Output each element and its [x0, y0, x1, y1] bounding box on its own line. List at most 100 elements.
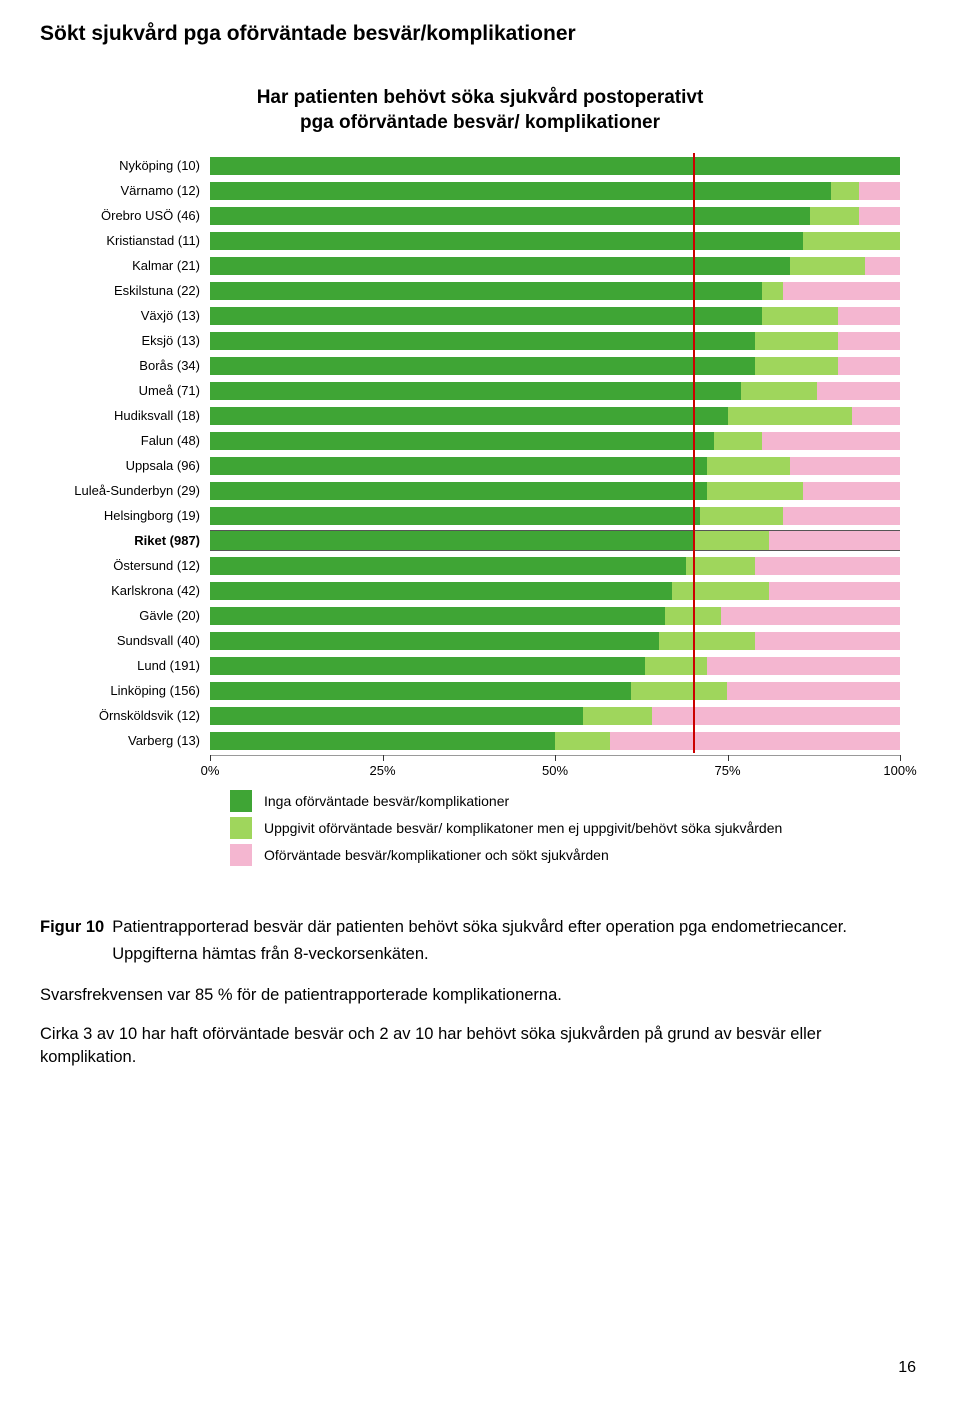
- legend-swatch: [230, 844, 252, 866]
- bar-track: [210, 382, 900, 400]
- bar-segment: [762, 307, 838, 325]
- row-label: Luleå-Sunderbyn (29): [40, 484, 200, 497]
- bar-track: [210, 682, 900, 700]
- bar-track: [210, 707, 900, 725]
- bar-segment: [783, 282, 900, 300]
- page-number: 16: [40, 1359, 920, 1377]
- chart-row: Östersund (12): [210, 553, 900, 578]
- bar-segment: [859, 182, 900, 200]
- body-para-2: Cirka 3 av 10 har haft oförväntade besvä…: [40, 1023, 920, 1069]
- chart-row: Kalmar (21): [210, 253, 900, 278]
- x-tick-label: 25%: [369, 763, 395, 778]
- legend-swatch: [230, 790, 252, 812]
- bar-track: [210, 232, 900, 250]
- bar-segment: [817, 382, 900, 400]
- chart-row: Växjö (13): [210, 303, 900, 328]
- legend-item: Inga oförväntade besvär/komplikationer: [230, 790, 920, 812]
- legend-item: Uppgivit oförväntade besvär/ komplikaton…: [230, 817, 920, 839]
- x-tick: [555, 755, 556, 761]
- x-tick-label: 50%: [542, 763, 568, 778]
- bar-segment: [790, 257, 866, 275]
- bar-segment: [210, 657, 645, 675]
- row-label: Värnamo (12): [40, 184, 200, 197]
- rows-container: Nyköping (10)Värnamo (12)Örebro USÖ (46)…: [210, 153, 900, 753]
- bar-segment: [741, 382, 817, 400]
- legend-label: Oförväntade besvär/komplikationer och sö…: [264, 847, 609, 863]
- bar-segment: [645, 657, 707, 675]
- row-label: Kalmar (21): [40, 259, 200, 272]
- bar-segment: [210, 232, 803, 250]
- legend: Inga oförväntade besvär/komplikationer Up…: [230, 790, 920, 866]
- bar-segment: [707, 482, 804, 500]
- x-tick: [728, 755, 729, 761]
- bar-track: [210, 157, 900, 175]
- bar-track: [210, 507, 900, 525]
- bar-segment: [769, 582, 900, 600]
- bar-segment: [727, 682, 900, 700]
- chart-row: Riket (987): [210, 528, 900, 553]
- legend-swatch: [230, 817, 252, 839]
- chart-row: Värnamo (12): [210, 178, 900, 203]
- chart-row: Nyköping (10): [210, 153, 900, 178]
- bar-segment: [210, 507, 700, 525]
- chart-area: Nyköping (10)Värnamo (12)Örebro USÖ (46)…: [210, 153, 900, 756]
- row-label: Varberg (13): [40, 734, 200, 747]
- bar-track: [210, 457, 900, 475]
- caption-line1: Patientrapporterad besvär där patienten …: [112, 916, 847, 939]
- bar-segment: [790, 457, 900, 475]
- chart-row: Helsingborg (19): [210, 503, 900, 528]
- chart-row: Örnsköldsvik (12): [210, 703, 900, 728]
- row-label: Falun (48): [40, 434, 200, 447]
- bar-segment: [210, 332, 755, 350]
- row-label: Sundsvall (40): [40, 634, 200, 647]
- bar-segment: [210, 382, 741, 400]
- chart-row: Eksjö (13): [210, 328, 900, 353]
- chart-row: Hudiksvall (18): [210, 403, 900, 428]
- x-tick-label: 0%: [201, 763, 220, 778]
- chart-row: Örebro USÖ (46): [210, 203, 900, 228]
- bar-track: [210, 182, 900, 200]
- row-label: Helsingborg (19): [40, 509, 200, 522]
- bar-segment: [728, 407, 852, 425]
- bar-segment: [769, 531, 900, 550]
- bar-segment: [707, 657, 900, 675]
- bar-segment: [852, 407, 900, 425]
- legend-label: Uppgivit oförväntade besvär/ komplikaton…: [264, 820, 782, 836]
- bar-track: [210, 530, 900, 551]
- body-para-1: Svarsfrekvensen var 85 % för de patientr…: [40, 984, 920, 1007]
- bar-segment: [210, 457, 707, 475]
- figure-caption: Figur 10 Patientrapporterad besvär där p…: [40, 916, 920, 970]
- bar-segment: [210, 707, 583, 725]
- bar-segment: [210, 557, 686, 575]
- bar-segment: [721, 607, 900, 625]
- bar-segment: [210, 307, 762, 325]
- bar-segment: [210, 482, 707, 500]
- row-label: Umeå (71): [40, 384, 200, 397]
- bar-track: [210, 207, 900, 225]
- bar-segment: [210, 157, 900, 175]
- bar-track: [210, 632, 900, 650]
- chart-row: Linköping (156): [210, 678, 900, 703]
- bar-segment: [210, 207, 810, 225]
- chart-title-line1: Har patienten behövt söka sjukvård posto…: [257, 87, 704, 108]
- bar-segment: [755, 357, 838, 375]
- row-label: Örnsköldsvik (12): [40, 709, 200, 722]
- bar-segment: [210, 257, 790, 275]
- row-label: Riket (987): [40, 534, 200, 547]
- bar-segment: [210, 582, 672, 600]
- row-label: Gävle (20): [40, 609, 200, 622]
- chart-row: Karlskrona (42): [210, 578, 900, 603]
- x-tick: [383, 755, 384, 761]
- page-heading: Sökt sjukvård pga oförväntade besvär/kom…: [40, 22, 920, 46]
- row-label: Nyköping (10): [40, 159, 200, 172]
- chart-row: Uppsala (96): [210, 453, 900, 478]
- bar-track: [210, 257, 900, 275]
- bar-segment: [672, 582, 769, 600]
- bar-segment: [803, 482, 900, 500]
- bar-segment: [210, 632, 659, 650]
- bar-segment: [652, 707, 900, 725]
- bar-track: [210, 582, 900, 600]
- bar-segment: [210, 682, 631, 700]
- bar-track: [210, 557, 900, 575]
- row-label: Linköping (156): [40, 684, 200, 697]
